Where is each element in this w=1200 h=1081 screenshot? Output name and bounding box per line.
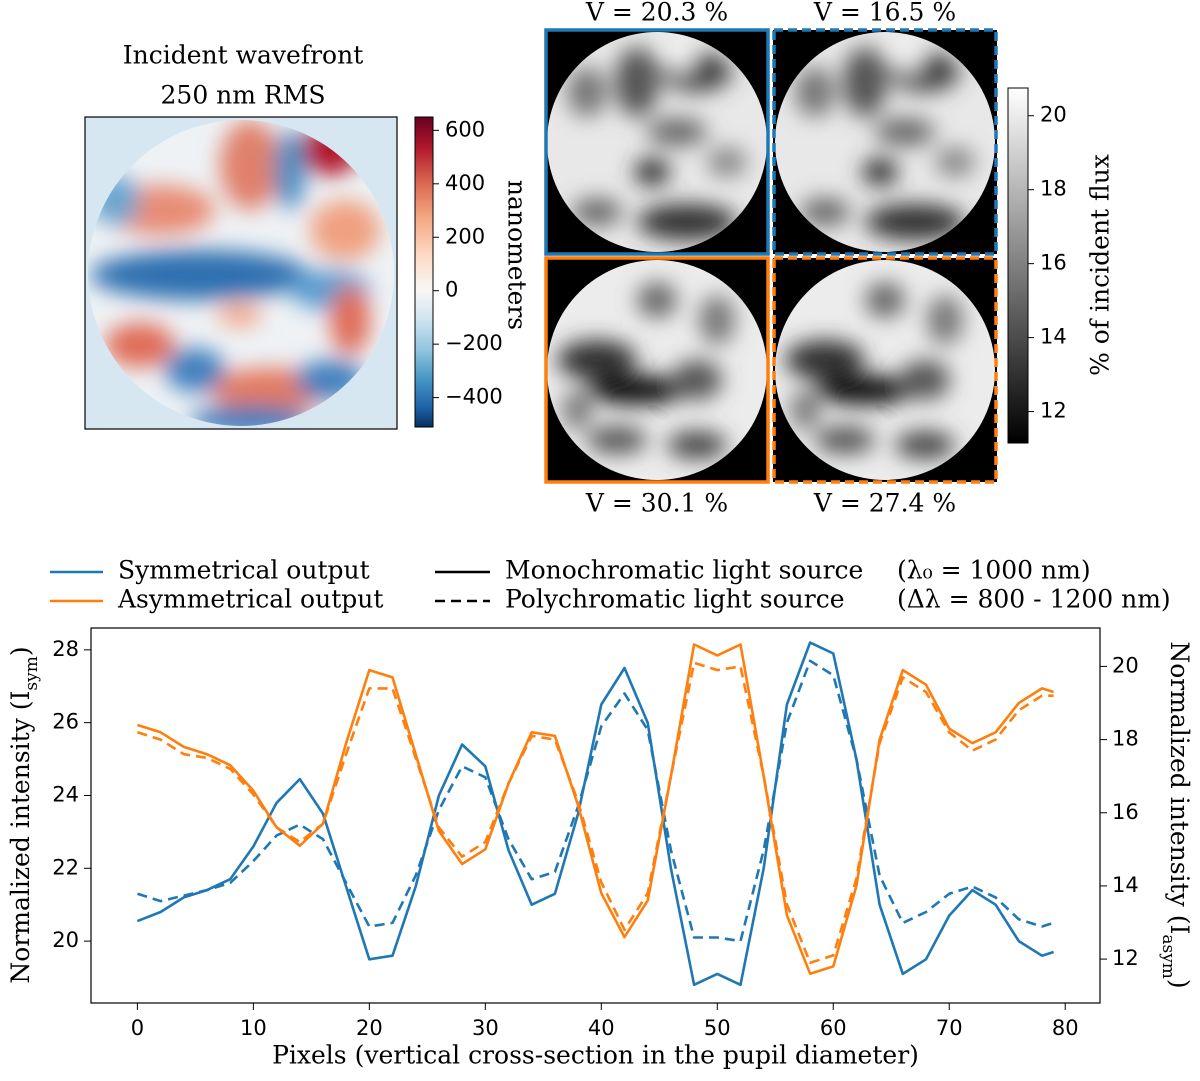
colorbar-tick-label: 20 bbox=[1040, 103, 1067, 127]
intensity-image bbox=[773, 30, 997, 254]
x-tick-label: 70 bbox=[936, 1016, 963, 1040]
x-axis-label: Pixels (vertical cross-section in the pu… bbox=[272, 1041, 919, 1070]
axis-label-part: Normalized intensity (I bbox=[6, 691, 35, 984]
panel-label: V = 27.4 % bbox=[813, 489, 956, 518]
legend-label: Monochromatic light source bbox=[505, 556, 863, 585]
colorbar-tick-label: 200 bbox=[445, 224, 485, 248]
colorbar-tick-label: 12 bbox=[1040, 399, 1067, 423]
colorbar-label: nanometers bbox=[503, 180, 532, 330]
y2-tick-label: 16 bbox=[1112, 800, 1139, 824]
legend-label: Symmetrical output bbox=[118, 556, 370, 585]
colorbar-tick-label: 16 bbox=[1040, 251, 1067, 275]
colorbar-tick-label: 600 bbox=[445, 117, 485, 141]
y-tick-label: 22 bbox=[52, 855, 79, 879]
legend-label: Polychromatic light source bbox=[505, 585, 845, 614]
panel-label: V = 16.5 % bbox=[813, 0, 956, 27]
colorbar-label: % of incident flux bbox=[1086, 154, 1115, 376]
colorbar-tick-label: 400 bbox=[445, 171, 485, 195]
x-tick-label: 0 bbox=[131, 1016, 144, 1040]
y-tick-label: 26 bbox=[52, 710, 79, 734]
x-tick-label: 30 bbox=[472, 1016, 499, 1040]
y2-axis-label: Normalized intensity (Iasym) bbox=[1159, 641, 1195, 988]
axis-label-part: sym bbox=[22, 656, 42, 690]
x-tick-label: 50 bbox=[704, 1016, 731, 1040]
y-tick-label: 20 bbox=[52, 928, 79, 952]
colorbar-tick-label: −400 bbox=[445, 385, 503, 409]
series-line bbox=[137, 659, 1054, 943]
colorbar-tick-label: 18 bbox=[1040, 177, 1067, 201]
y-axis-label: Normalized intensity (Isym) bbox=[6, 646, 42, 983]
axis-label-part: asym bbox=[1159, 934, 1179, 979]
axis-label-part: ) bbox=[6, 646, 35, 656]
x-tick-label: 20 bbox=[356, 1016, 383, 1040]
panel-border bbox=[544, 28, 770, 256]
y2-tick-label: 14 bbox=[1112, 873, 1139, 897]
x-tick-label: 60 bbox=[820, 1016, 847, 1040]
x-tick-label: 40 bbox=[588, 1016, 615, 1040]
panel-label: V = 30.1 % bbox=[585, 489, 728, 518]
series-line bbox=[136, 641, 1054, 987]
panel-label: V = 20.3 % bbox=[585, 0, 728, 27]
legend-label: Asymmetrical output bbox=[117, 585, 383, 614]
colorbar-tick-label: 14 bbox=[1040, 325, 1067, 349]
panel-border bbox=[544, 256, 770, 484]
axis-label-part: Normalized intensity (I bbox=[1166, 641, 1195, 934]
y2-tick-label: 20 bbox=[1112, 653, 1139, 677]
legend-detail: (λ₀ = 1000 nm) bbox=[897, 556, 1091, 585]
x-tick-label: 10 bbox=[240, 1016, 267, 1040]
intensity-image bbox=[545, 258, 769, 482]
axis-label-part: ) bbox=[1166, 979, 1195, 989]
colorbar-tick-label: 0 bbox=[445, 278, 458, 302]
y2-tick-label: 12 bbox=[1112, 946, 1139, 970]
intensity-image bbox=[545, 30, 769, 254]
wavefront-map bbox=[84, 116, 398, 430]
x-tick-label: 80 bbox=[1052, 1016, 1079, 1040]
panel-title: Incident wavefront bbox=[123, 41, 364, 70]
panel-title: 250 nm RMS bbox=[161, 81, 326, 110]
series-line bbox=[137, 661, 1054, 965]
intensity-image bbox=[773, 258, 997, 482]
colorbar bbox=[414, 116, 434, 428]
y-tick-label: 28 bbox=[52, 637, 79, 661]
legend-detail: (Δλ = 800 - 1200 nm) bbox=[897, 585, 1171, 614]
series-line bbox=[137, 643, 1054, 975]
colorbar-tick-label: −200 bbox=[445, 331, 503, 355]
plot-frame bbox=[90, 627, 1101, 1004]
y2-tick-label: 18 bbox=[1112, 727, 1139, 751]
colorbar bbox=[1007, 87, 1029, 444]
y-tick-label: 24 bbox=[52, 782, 79, 806]
